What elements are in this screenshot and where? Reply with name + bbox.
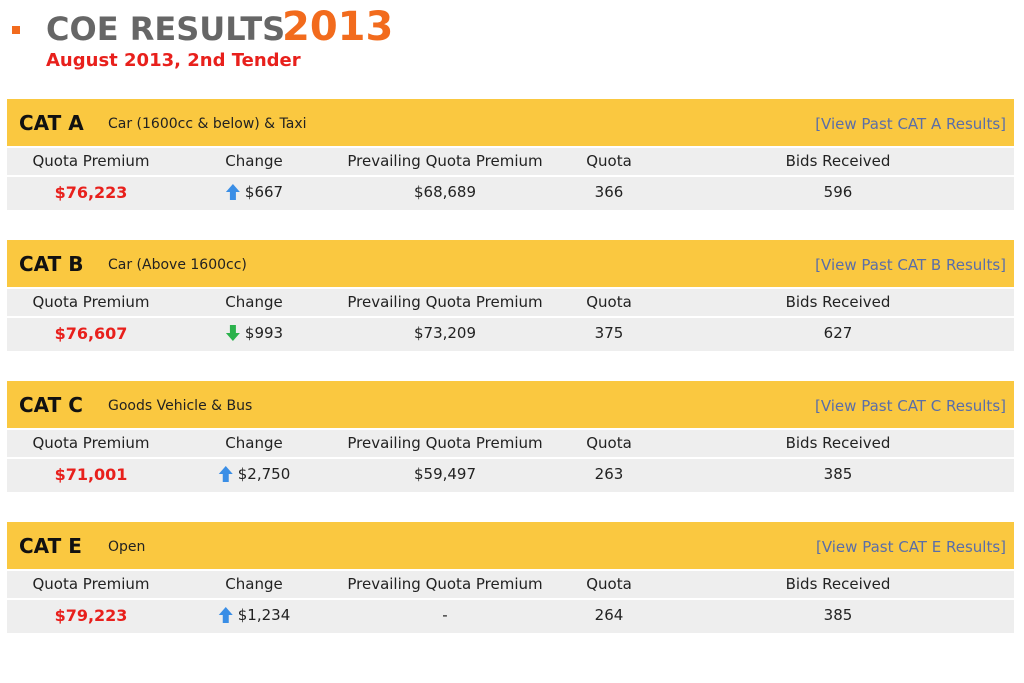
bids: 596: [823, 183, 853, 201]
change-value: $993: [244, 324, 284, 342]
arrow: [225, 184, 240, 200]
column-header: Quota Premium: [32, 152, 150, 170]
arrow-down: [225, 325, 240, 341]
prevailing: $73,209: [413, 324, 477, 342]
column-header: Quota Premium: [32, 293, 150, 311]
column-header: Prevailing Quota Premium: [347, 293, 543, 311]
category-description: Open: [108, 539, 146, 555]
data-row: $71,001 $2,750 $59,497 263 385: [7, 459, 1014, 492]
column-header: Prevailing Quota Premium: [347, 434, 543, 452]
arrow-up: [218, 607, 233, 623]
year: 2013: [282, 4, 394, 50]
past-results-link[interactable]: [View Past CAT C Results]: [814, 397, 1006, 415]
quota-premium: $79,223: [54, 606, 128, 625]
category-description: Car (Above 1600cc): [108, 257, 247, 273]
column-header-row: Quota Premium Change Prevailing Quota Prem…: [7, 430, 1014, 457]
column-header: Change: [225, 575, 283, 593]
past-results-link[interactable]: [View Past CAT E Results]: [815, 538, 1006, 556]
column-header: Change: [225, 152, 283, 170]
quota-premium: $71,001: [54, 465, 128, 484]
change-value: $667: [244, 183, 284, 201]
bullet: [12, 26, 20, 34]
column-header: Bids Received: [785, 152, 891, 170]
bids: 627: [823, 324, 853, 342]
arrow-up: [218, 466, 233, 482]
data-row: $79,223 $1,234 - 264 385: [7, 600, 1014, 633]
change-cell: $667: [225, 183, 283, 201]
prevailing: -: [442, 606, 448, 624]
change-cell: $1,234: [218, 606, 291, 624]
column-header: Bids Received: [785, 293, 891, 311]
arrow: [225, 325, 240, 341]
change-value: $2,750: [237, 465, 291, 483]
bids: 385: [823, 606, 853, 624]
column-header: Change: [225, 293, 283, 311]
category-header: CAT A Car (1600cc & below) & Taxi [View Pa…: [7, 99, 1014, 146]
column-header: Quota: [586, 293, 632, 311]
quota-premium: $76,223: [54, 183, 128, 202]
past-results-link[interactable]: [View Past CAT A Results]: [815, 115, 1006, 133]
quota: 375: [594, 324, 624, 342]
data-row: $76,223 $667 $68,689 366 596: [7, 177, 1014, 210]
bids: 385: [823, 465, 853, 483]
column-header: Prevailing Quota Premium: [347, 152, 543, 170]
column-header: Quota: [586, 575, 632, 593]
column-header: Quota Premium: [32, 434, 150, 452]
arrow: [218, 607, 233, 623]
change-value: $1,234: [237, 606, 291, 624]
category-description: Goods Vehicle & Bus: [108, 398, 253, 414]
category-code: CAT E: [19, 534, 82, 558]
quota: 264: [594, 606, 624, 624]
column-header: Bids Received: [785, 575, 891, 593]
quota-premium: $76,607: [54, 324, 128, 343]
category-description: Car (1600cc & below) & Taxi: [108, 116, 307, 132]
column-header: Change: [225, 434, 283, 452]
column-header: Quota Premium: [32, 575, 150, 593]
category-header: CAT E Open [View Past CAT E Results]: [7, 522, 1014, 569]
arrow: [218, 466, 233, 482]
column-header-row: Quota Premium Change Prevailing Quota Prem…: [7, 148, 1014, 175]
category-code: CAT A: [19, 111, 84, 135]
quota: 366: [594, 183, 624, 201]
data-row: $76,607 $993 $73,209 375 627: [7, 318, 1014, 351]
past-results-link[interactable]: [View Past CAT B Results]: [815, 256, 1006, 274]
column-header: Quota: [586, 434, 632, 452]
column-header: Bids Received: [785, 434, 891, 452]
category-code: CAT B: [19, 252, 84, 276]
prevailing: $59,497: [413, 465, 477, 483]
column-header-row: Quota Premium Change Prevailing Quota Prem…: [7, 289, 1014, 316]
category-code: CAT C: [19, 393, 83, 417]
column-header: Quota: [586, 152, 632, 170]
category-header: CAT C Goods Vehicle & Bus [View Past CAT C…: [7, 381, 1014, 428]
change-cell: $993: [225, 324, 283, 342]
change-cell: $2,750: [218, 465, 291, 483]
prevailing: $68,689: [413, 183, 477, 201]
column-header-row: Quota Premium Change Prevailing Quota Prem…: [7, 571, 1014, 598]
quota: 263: [594, 465, 624, 483]
title: COE RESULTS: [46, 10, 286, 48]
subtitle: August 2013, 2nd Tender: [46, 50, 301, 71]
arrow-up: [225, 184, 240, 200]
category-header: CAT B Car (Above 1600cc) [View Past CAT B …: [7, 240, 1014, 287]
column-header: Prevailing Quota Premium: [347, 575, 543, 593]
